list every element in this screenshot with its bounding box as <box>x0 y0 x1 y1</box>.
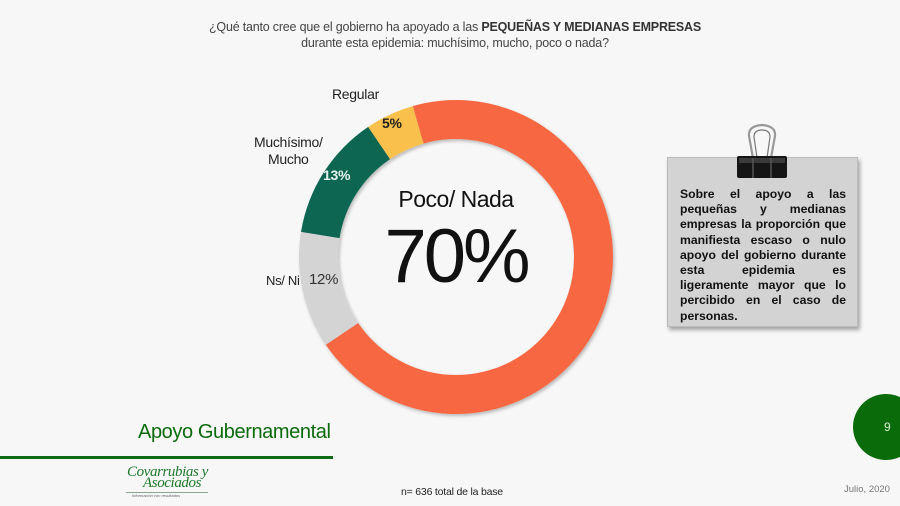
date-label: Julio, 2020 <box>844 484 890 495</box>
sample-base: n= 636 total de la base <box>401 486 503 498</box>
pct-nsni: 12% <box>309 271 339 288</box>
logo-underline <box>126 492 208 493</box>
center-value: 70% <box>384 214 530 299</box>
donut-segment-ns-ni <box>298 231 359 345</box>
label-muchisimo-mucho: Muchísimo/ Mucho <box>254 134 323 168</box>
label-mucho-line1: Muchísimo/ <box>254 134 323 150</box>
page-number-badge <box>853 394 900 460</box>
pct-mucho: 13% <box>323 167 351 183</box>
section-title: Apoyo Gubernamental <box>138 421 331 443</box>
donut-segment-muchísimo-mucho <box>301 126 391 239</box>
center-label: Poco/ Nada <box>398 186 514 212</box>
donut-segment-regular <box>368 106 424 160</box>
section-divider <box>0 456 333 459</box>
page-number: 9 <box>884 420 891 434</box>
note-card: Sobre el apoyo a las pequeñas y medianas… <box>667 157 858 327</box>
question-emphasis: PEQUEÑAS Y MEDIANAS EMPRESAS <box>481 20 702 34</box>
binder-clip-icon <box>737 123 787 178</box>
pct-regular: 5% <box>382 115 402 131</box>
label-regular: Regular <box>332 86 379 102</box>
logo-tagline: Información con resultados <box>132 493 181 498</box>
survey-question: ¿Qué tanto cree que el gobierno ha apoya… <box>200 19 710 51</box>
question-line2: durante esta epidemia: muchísimo, mucho,… <box>301 36 609 50</box>
label-nsni: Ns/ Ni <box>266 273 300 288</box>
label-mucho-line2: Mucho <box>268 151 309 167</box>
logo-line2: Asociados <box>143 475 202 491</box>
company-logo: Covarrubias y Asociados Información con … <box>124 464 210 500</box>
logo-line1: Covarrubias y <box>127 464 209 480</box>
note-text: Sobre el apoyo a las pequeñas y medianas… <box>680 187 846 323</box>
question-prefix: ¿Qué tanto cree que el gobierno ha apoya… <box>208 20 482 34</box>
